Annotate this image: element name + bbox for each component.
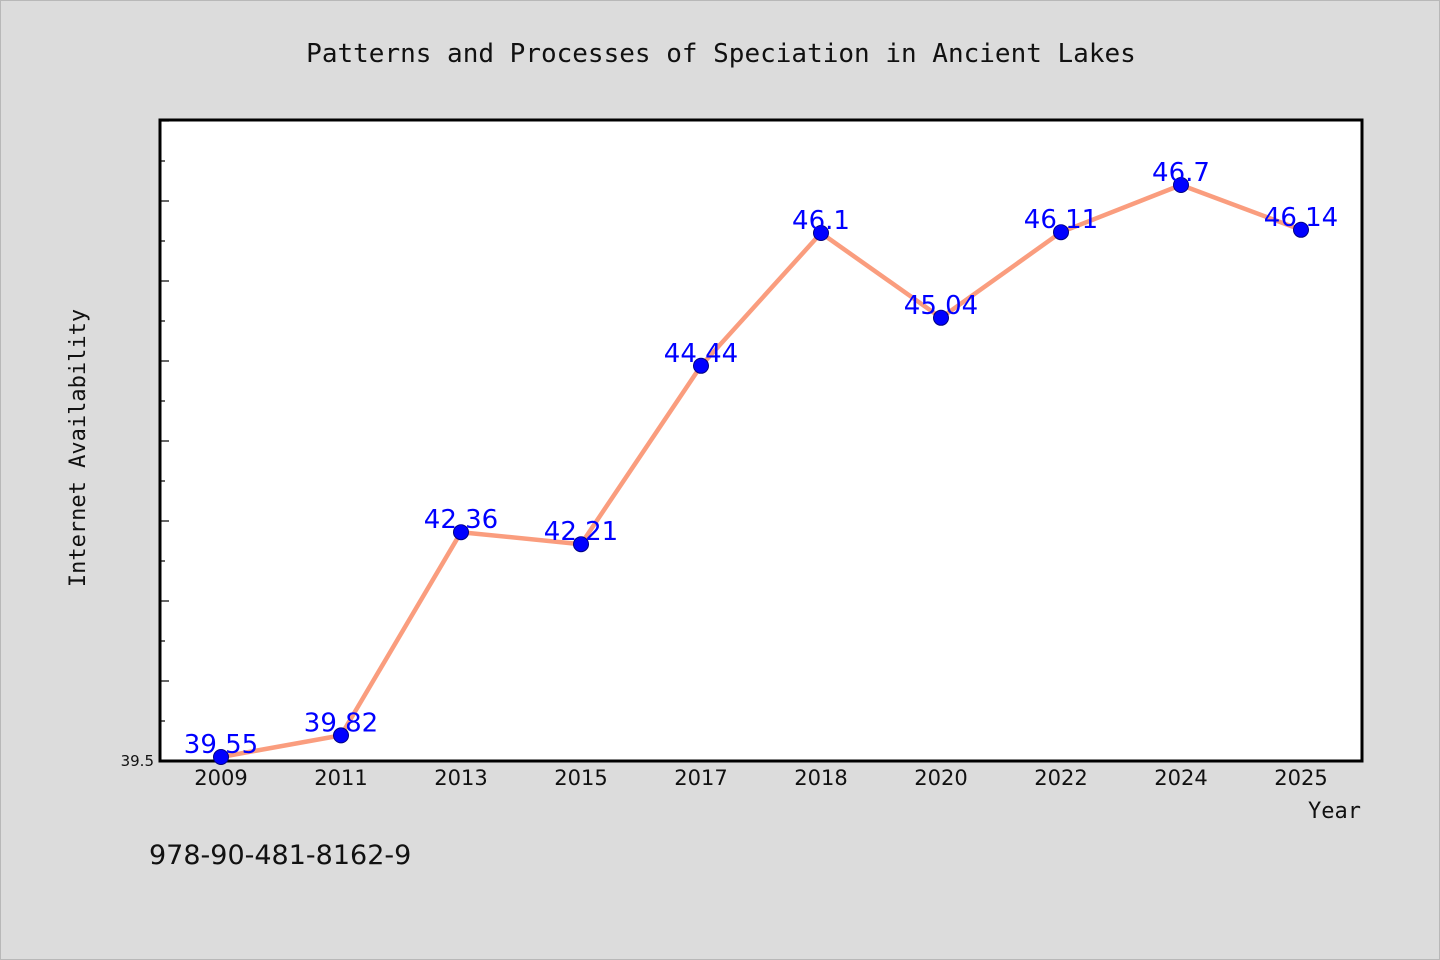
data-label: 39.55 bbox=[184, 730, 258, 760]
chart-title: Patterns and Processes of Speciation in … bbox=[306, 39, 1136, 69]
data-point bbox=[1293, 221, 1309, 238]
x-tick-label: 2009 bbox=[194, 766, 247, 790]
x-tick-label: 2022 bbox=[1034, 766, 1087, 790]
data-point bbox=[813, 225, 829, 241]
data-label: 44.44 bbox=[664, 339, 738, 369]
data-point bbox=[693, 357, 709, 374]
y-tick-label: 39.5 bbox=[121, 752, 154, 770]
isbn-footnote: 978-90-481-8162-9 bbox=[149, 840, 411, 871]
y-axis-ticks: 39.5 bbox=[121, 120, 169, 770]
data-label: 46.11 bbox=[1024, 205, 1098, 235]
x-tick-label: 2020 bbox=[914, 766, 967, 790]
data-point bbox=[1173, 177, 1189, 193]
y-axis-title: Internet Availability bbox=[66, 309, 91, 587]
x-tick-label: 2025 bbox=[1274, 766, 1327, 790]
series-layer bbox=[218, 182, 1304, 760]
x-axis-ticks: 2009 2011 2013 2015 2017 2018 2020 2022 2024 2025 bbox=[194, 766, 1327, 790]
marker-layer bbox=[213, 177, 1309, 765]
data-point bbox=[1053, 224, 1069, 241]
data-point bbox=[933, 309, 949, 326]
data-point bbox=[213, 749, 229, 765]
data-label: 39.82 bbox=[304, 708, 378, 738]
data-label: 46.14 bbox=[1264, 203, 1338, 233]
data-label: 42.21 bbox=[544, 517, 618, 547]
x-tick-label: 2017 bbox=[674, 766, 727, 790]
data-label-layer: 39.55 39.82 42.36 42.21 44.44 46.1 45.04 46.11 4… bbox=[184, 158, 1338, 760]
data-point bbox=[453, 524, 469, 541]
plot-area bbox=[158, 118, 1364, 763]
x-tick-label: 2018 bbox=[794, 766, 847, 790]
x-tick-label: 2015 bbox=[554, 766, 607, 790]
x-tick-label: 2013 bbox=[434, 766, 487, 790]
data-label: 45.04 bbox=[904, 291, 978, 321]
x-axis-title: Year bbox=[1308, 799, 1361, 824]
data-label: 46.7 bbox=[1152, 158, 1210, 188]
data-label: 42.36 bbox=[424, 505, 498, 535]
x-tick-label: 2024 bbox=[1154, 766, 1207, 790]
data-label: 46.1 bbox=[792, 206, 850, 236]
data-point bbox=[573, 536, 589, 553]
series-line bbox=[218, 182, 1304, 760]
x-tick-label: 2011 bbox=[314, 766, 367, 790]
data-point bbox=[333, 727, 349, 744]
